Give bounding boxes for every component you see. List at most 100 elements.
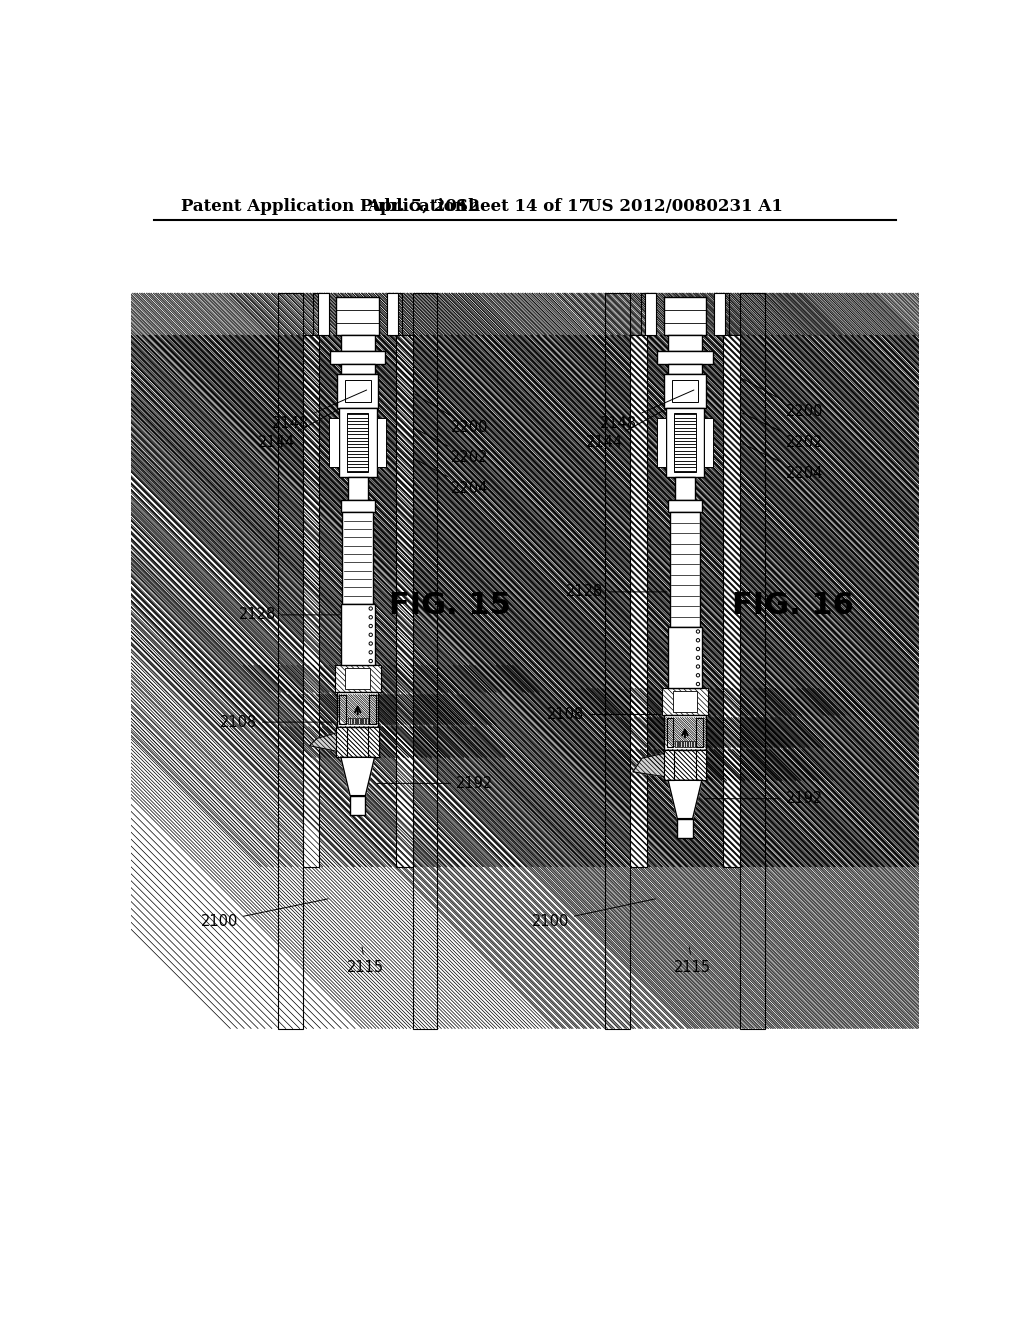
Text: 2128: 2128 — [566, 585, 667, 599]
Bar — [674, 413, 695, 473]
Text: 2115: 2115 — [347, 946, 384, 974]
Bar — [353, 718, 354, 725]
Text: FIG. 16: FIG. 16 — [732, 590, 854, 619]
Text: 2200: 2200 — [416, 395, 488, 434]
Bar — [358, 718, 359, 725]
Bar — [672, 380, 698, 401]
Bar — [673, 692, 697, 713]
Text: 2144: 2144 — [258, 409, 338, 450]
Bar — [667, 718, 674, 747]
Text: 2144: 2144 — [586, 409, 666, 450]
Polygon shape — [633, 754, 664, 776]
Bar — [714, 293, 725, 335]
Bar — [387, 293, 402, 335]
Text: Patent Application Publication: Patent Application Publication — [180, 198, 467, 215]
Bar — [355, 718, 357, 725]
Text: Sheet 14 of 17: Sheet 14 of 17 — [456, 198, 591, 215]
Bar — [345, 380, 371, 401]
Text: 2202: 2202 — [742, 413, 823, 450]
Bar — [677, 818, 692, 838]
Bar — [387, 293, 397, 335]
Text: 2128: 2128 — [239, 607, 340, 622]
Bar — [605, 293, 630, 1028]
Bar — [683, 742, 685, 747]
Text: 2100: 2100 — [531, 899, 655, 929]
Bar — [696, 718, 703, 747]
Bar — [685, 742, 687, 747]
Bar — [330, 351, 385, 364]
Bar — [662, 689, 708, 715]
Bar — [360, 718, 362, 725]
Bar — [664, 297, 707, 335]
Bar — [668, 500, 701, 512]
Bar — [688, 742, 690, 747]
Bar — [714, 293, 729, 335]
Text: 2204: 2204 — [416, 459, 488, 496]
Bar — [341, 605, 375, 665]
Bar — [350, 718, 352, 725]
Bar — [413, 293, 437, 1028]
Text: 2100: 2100 — [201, 899, 328, 929]
Bar — [668, 364, 701, 374]
Bar — [302, 335, 319, 867]
Bar — [341, 335, 375, 351]
Bar — [336, 727, 379, 758]
Bar — [337, 692, 379, 727]
Text: 2108: 2108 — [547, 708, 660, 722]
Bar — [675, 477, 695, 500]
Bar — [657, 351, 713, 364]
Text: FIG. 15: FIG. 15 — [389, 590, 511, 619]
Bar — [350, 796, 366, 814]
Text: Apr. 5, 2012: Apr. 5, 2012 — [367, 198, 479, 215]
Polygon shape — [309, 733, 336, 751]
Text: 2148: 2148 — [599, 389, 694, 430]
Bar — [279, 293, 302, 1028]
Bar — [335, 665, 381, 692]
Text: 2148: 2148 — [272, 389, 367, 430]
Bar — [337, 374, 379, 408]
Bar — [341, 500, 375, 512]
Bar — [664, 750, 707, 780]
Text: 2200: 2200 — [742, 379, 823, 420]
Bar — [695, 750, 707, 780]
Bar — [364, 718, 365, 725]
Bar — [740, 293, 765, 1028]
Bar — [723, 335, 740, 867]
Bar — [665, 374, 706, 408]
Bar — [336, 297, 379, 335]
Bar — [369, 727, 379, 758]
Bar — [339, 408, 377, 477]
Polygon shape — [668, 780, 701, 818]
Text: 2192: 2192 — [377, 776, 494, 791]
Text: US 2012/0080231 A1: US 2012/0080231 A1 — [587, 198, 783, 215]
Bar — [645, 293, 655, 335]
Bar — [630, 335, 647, 867]
Bar — [348, 477, 368, 500]
Bar — [670, 512, 700, 627]
Bar — [317, 293, 329, 335]
Text: 2115: 2115 — [674, 946, 712, 974]
Bar — [680, 742, 682, 747]
Bar — [656, 418, 666, 467]
Text: 2108: 2108 — [220, 714, 334, 730]
Bar — [339, 694, 346, 725]
Polygon shape — [341, 758, 375, 796]
Bar — [366, 718, 368, 725]
Bar — [693, 742, 695, 747]
Bar — [341, 364, 375, 374]
Text: 2192: 2192 — [705, 791, 823, 807]
Bar — [370, 694, 376, 725]
Bar — [345, 668, 370, 689]
Bar — [675, 742, 677, 747]
Text: 2202: 2202 — [416, 429, 488, 466]
Bar — [313, 293, 329, 335]
Bar — [664, 750, 674, 780]
Bar — [348, 718, 349, 725]
Bar — [330, 418, 339, 467]
Bar — [641, 293, 655, 335]
Bar — [705, 418, 714, 467]
Bar — [396, 335, 413, 867]
Bar — [678, 742, 680, 747]
Bar — [342, 512, 373, 605]
Bar — [377, 418, 386, 467]
